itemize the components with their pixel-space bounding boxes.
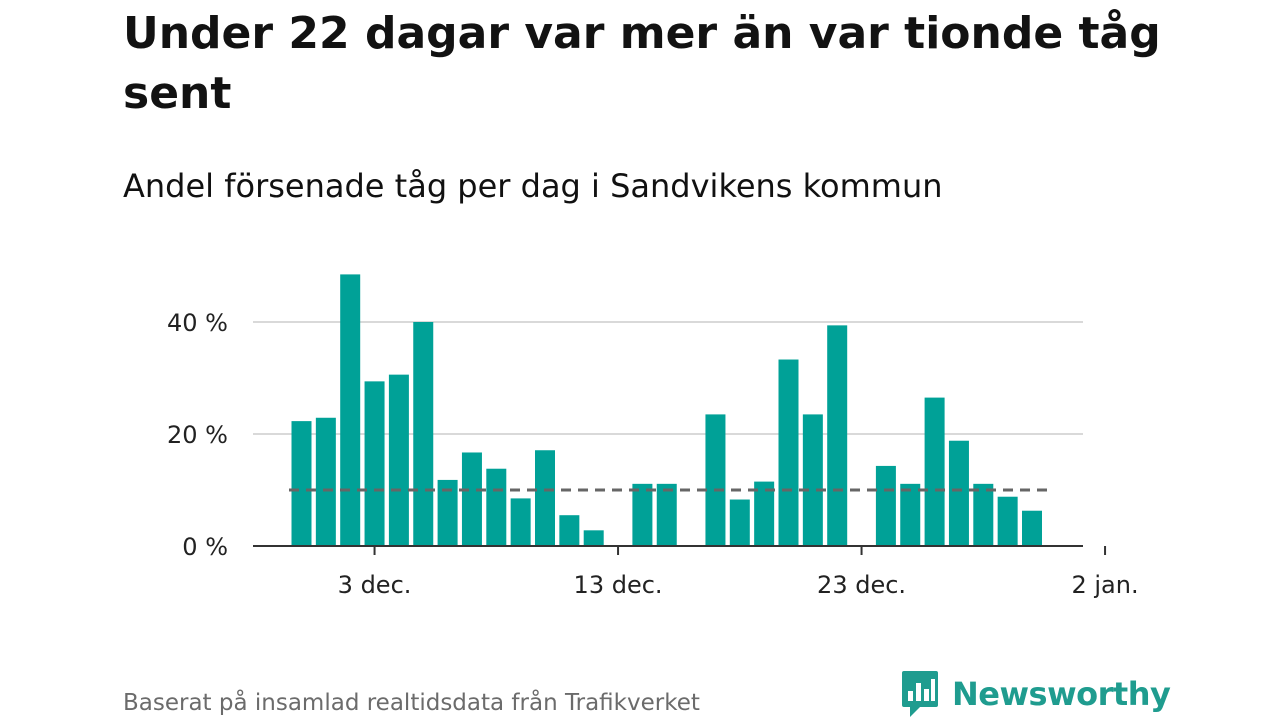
x-tick-label: 13 dec. — [574, 571, 663, 599]
bar — [729, 499, 750, 546]
bar — [486, 468, 507, 546]
bar — [632, 483, 653, 546]
newsworthy-logo-text: Newsworthy — [952, 675, 1171, 713]
bar — [291, 421, 312, 546]
bar — [802, 414, 823, 546]
bar — [1022, 510, 1042, 546]
chart-subtitle: Andel försenade tåg per dag i Sandvikens… — [123, 167, 943, 205]
bar — [388, 374, 409, 546]
bar — [315, 417, 336, 546]
bar — [340, 274, 361, 546]
y-tick-label: 20 % — [167, 421, 228, 449]
bar — [827, 325, 848, 546]
source-note: Baserat på insamlad realtidsdata från Tr… — [123, 690, 700, 716]
bar — [948, 440, 969, 546]
chart-title: Under 22 dagar var mer än var tionde tåg… — [123, 8, 1161, 119]
newsworthy-logo: Newsworthy — [900, 668, 1171, 720]
bar — [413, 322, 434, 546]
bar — [705, 414, 726, 546]
bar — [510, 498, 531, 546]
bar — [583, 530, 604, 546]
y-tick-label: 0 % — [182, 533, 228, 561]
bar — [778, 359, 799, 546]
x-tick-label: 3 dec. — [338, 571, 412, 599]
bar — [535, 450, 555, 546]
bar — [437, 479, 458, 546]
bar — [875, 465, 896, 546]
bar — [461, 452, 482, 546]
bar — [364, 381, 385, 546]
y-tick-label: 40 % — [167, 309, 228, 337]
bar — [900, 483, 921, 546]
bar — [754, 481, 775, 546]
x-tick-label: 23 dec. — [817, 571, 906, 599]
x-tick-label: 2 jan. — [1071, 571, 1138, 599]
bar — [656, 483, 677, 546]
bar — [924, 397, 945, 546]
bar — [997, 496, 1018, 546]
bar-chart: 0 % 20 % 40 % 3 dec. 13 dec. 23 dec. 2 jan. — [167, 274, 1139, 599]
bar — [559, 515, 580, 546]
bar — [973, 483, 994, 546]
newsworthy-logo-icon — [902, 671, 938, 717]
